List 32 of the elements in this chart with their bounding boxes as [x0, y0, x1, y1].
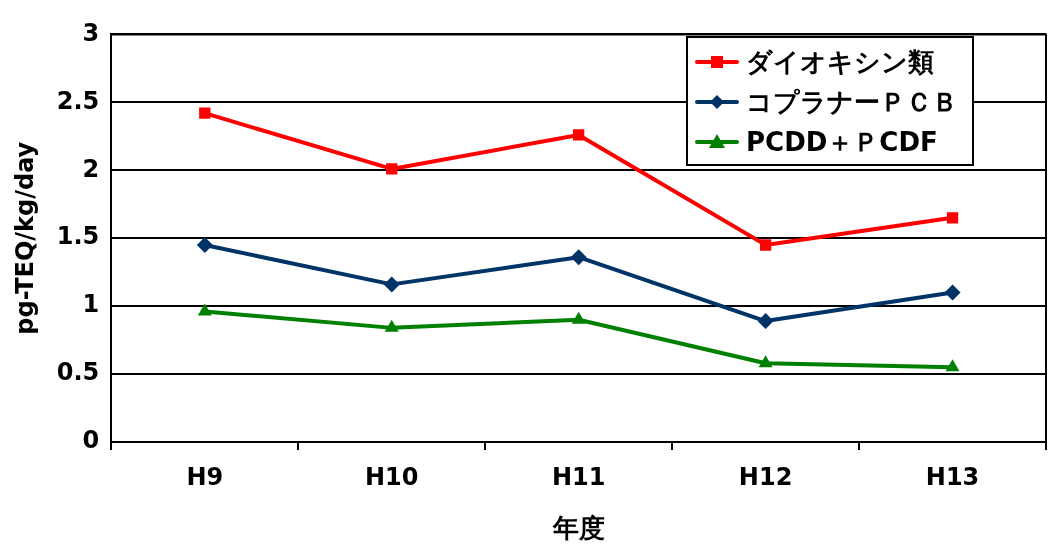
- y-tick-label: 2.5: [56, 86, 100, 115]
- x-tick-label: H9: [186, 462, 224, 491]
- x-tick-label: H13: [925, 462, 980, 491]
- point: [946, 212, 959, 224]
- point: [945, 359, 960, 372]
- point: [570, 249, 587, 266]
- x-tick-label: H12: [738, 462, 793, 491]
- point: [196, 236, 213, 253]
- x-tick-label: H11: [551, 462, 606, 491]
- point: [199, 107, 211, 119]
- legend-label: コプラナーＰＣＢ: [746, 85, 958, 119]
- point: [759, 239, 772, 251]
- y-tick-label: 0.5: [56, 358, 100, 387]
- legend-label: ダイオキシン類: [746, 45, 934, 79]
- point: [386, 163, 398, 175]
- y-tick-label: 2: [82, 154, 100, 183]
- point: [383, 276, 400, 293]
- point: [573, 129, 585, 141]
- point: [197, 303, 212, 316]
- point: [757, 313, 774, 330]
- point: [758, 355, 773, 368]
- x-tick-label: H10: [364, 462, 419, 491]
- point: [384, 319, 399, 332]
- point: [944, 284, 961, 301]
- x-axis-title: 年度: [551, 513, 605, 544]
- y-tick-label: 1: [82, 290, 100, 319]
- y-tick-label: 3: [82, 18, 100, 47]
- legend-label: PCDD＋ＰCDF: [746, 125, 938, 159]
- y-axis-title: pg-TEQ/kg/day: [10, 141, 39, 335]
- point: [571, 311, 586, 324]
- y-tick-label: 1.5: [56, 222, 100, 251]
- y-tick-label: 0: [82, 426, 100, 455]
